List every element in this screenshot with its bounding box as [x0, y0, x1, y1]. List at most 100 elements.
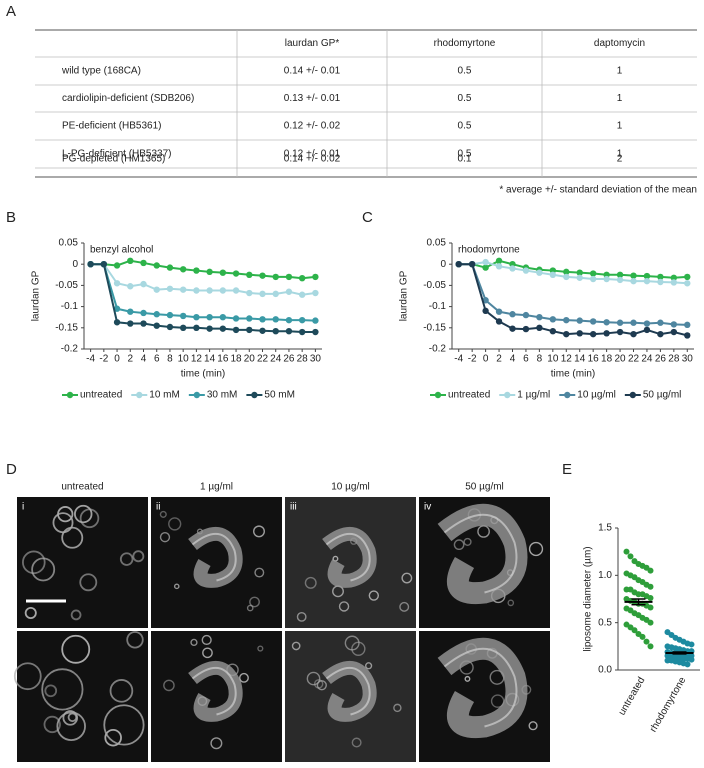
data-point [246, 289, 253, 297]
data-point [522, 311, 530, 319]
x-axis-label: time (min) [551, 369, 595, 380]
table-cell: PE-deficient (HB5361) [62, 121, 162, 132]
data-point [259, 316, 266, 323]
image-label: i [22, 502, 24, 513]
data-point [140, 259, 147, 267]
legend-swatch [504, 391, 511, 399]
data-point [563, 268, 570, 276]
x-tick-label: 20 [614, 354, 626, 365]
image-label: iv [424, 502, 431, 513]
table-cell: 1 [617, 121, 623, 132]
y-tick-label: 0.0 [598, 665, 612, 676]
x-tick-label: 2 [496, 354, 502, 365]
y-tick-label: 0 [72, 259, 78, 270]
x-tick-label: 10 [178, 354, 190, 365]
data-point [455, 261, 462, 268]
panel-letter: E [562, 461, 572, 478]
micrograph-feature [43, 715, 61, 734]
data-point [232, 270, 240, 277]
data-point [589, 330, 597, 338]
x-tick-label: 20 [244, 354, 256, 365]
micrograph-feature [173, 583, 180, 590]
micrograph-feature [52, 512, 74, 534]
micrograph-feature [296, 611, 307, 622]
data-point [206, 325, 213, 332]
x-tick-label: 16 [588, 354, 600, 365]
data-point [509, 265, 516, 272]
legend-label: untreated [80, 390, 122, 401]
legend-label: 1 µg/ml [517, 390, 550, 401]
x-tick-label: 18 [230, 354, 242, 365]
data-point [616, 271, 624, 278]
data-point [563, 273, 570, 281]
legend-swatch [136, 391, 143, 399]
data-point [549, 327, 557, 335]
x-tick-label: 4 [510, 354, 516, 365]
data-point [549, 316, 557, 323]
data-point [536, 269, 543, 276]
data-point [298, 291, 306, 298]
data-point [643, 320, 651, 327]
legend-label: untreated [448, 390, 490, 401]
data-point [670, 274, 678, 281]
y-tick-label: -0.05 [55, 280, 78, 291]
data-point [684, 273, 691, 281]
data-point [684, 321, 691, 329]
data-point [576, 269, 583, 276]
data-point [166, 285, 174, 292]
micrograph-feature [79, 573, 98, 592]
micrograph-feature [70, 609, 82, 621]
micrograph-feature [31, 557, 56, 582]
data-point [576, 317, 583, 324]
data-point [232, 287, 240, 294]
data-point [272, 273, 279, 281]
micrograph-feature [507, 599, 515, 607]
table-cell: 0.12 +/- 0.02 [284, 121, 341, 132]
data-point [495, 308, 503, 315]
data-point [140, 280, 147, 288]
data-point [495, 263, 503, 270]
table-header: rhodomyrtone [434, 38, 496, 49]
data-point [166, 311, 174, 319]
data-point [219, 287, 227, 294]
y-tick-label: -0.2 [61, 344, 79, 355]
data-point [246, 271, 253, 278]
data-point [639, 633, 646, 640]
data-point [647, 619, 654, 626]
micrograph-feature [56, 711, 86, 742]
micrograph-feature [528, 541, 544, 557]
y-tick-label: -0.05 [423, 280, 446, 291]
data-point [643, 326, 651, 334]
data-point [509, 325, 516, 332]
legend-swatch [251, 391, 258, 399]
x-tick-label: 8 [537, 354, 543, 365]
micrograph-feature [246, 604, 254, 612]
table-cell: 0.5 [458, 121, 472, 132]
micrograph-feature [13, 662, 42, 691]
data-point [670, 321, 678, 328]
y-tick-label: 1.0 [598, 570, 612, 581]
x-tick-label: 4 [141, 354, 147, 365]
micrograph-feature [168, 517, 182, 531]
data-point [246, 315, 253, 322]
micrograph-feature [249, 596, 260, 608]
data-point [285, 327, 293, 335]
data-point [113, 319, 121, 326]
x-tick-label: 28 [668, 354, 680, 365]
data-point [684, 280, 691, 287]
y-tick-label: -0.1 [61, 301, 79, 312]
micrograph-feature [393, 703, 402, 713]
data-point [482, 307, 489, 315]
micrograph-feature [291, 641, 301, 651]
micrograph-feature [109, 679, 134, 703]
micrograph-feature [22, 550, 46, 575]
series-line [458, 263, 688, 337]
data-point [312, 289, 319, 297]
micrograph-feature [253, 525, 266, 538]
micrograph-feature [61, 526, 84, 549]
x-tick-label: 12 [191, 354, 203, 365]
image-label: iii [290, 502, 297, 513]
micrograph-feature [132, 550, 145, 563]
table-cell: 2 [617, 154, 623, 165]
